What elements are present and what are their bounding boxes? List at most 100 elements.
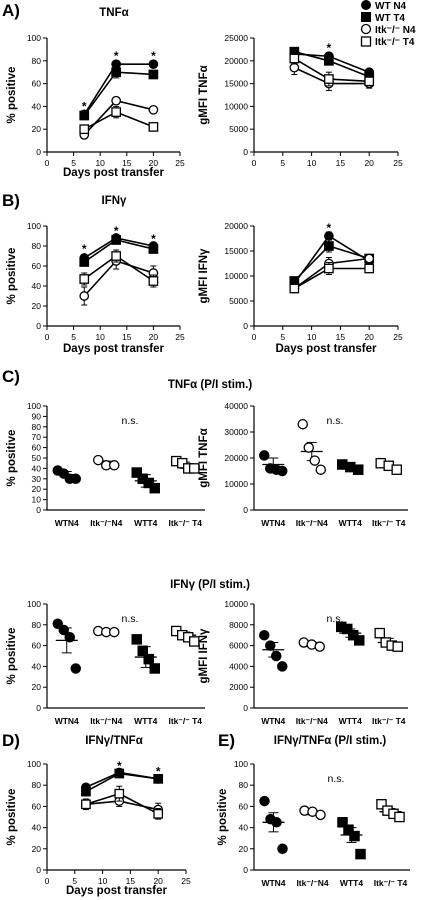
data-point [270,650,282,662]
group-4 [170,625,200,647]
x-tick-label: 5 [71,158,76,168]
data-point [52,618,64,630]
significance-star: * [82,242,87,256]
x-category-label: WTT4 [340,878,363,888]
data-point [337,817,348,828]
x-tick-label: 20 [149,158,159,168]
y-tick-label: 0 [36,703,41,713]
series-4 [289,52,375,87]
data-point [324,55,334,66]
y-tick-label: 20 [32,844,42,854]
x-category-label: Itk⁻/⁻ T4 [168,518,202,528]
x-category-label: WTT4 [339,716,362,726]
y-tick-label: 0 [243,505,248,515]
y-axis-label: % positive [6,248,18,305]
data-point [111,107,122,117]
data-point [111,235,122,245]
group-2 [298,637,325,652]
series-line [83,260,154,297]
group-1 [259,795,288,855]
group-3 [337,817,366,860]
chart-c4: 0 2000 4000 6000 8000 10000 gMFI IFNγ WTN4 Itk⁻/… [198,599,408,726]
data-point [188,636,200,647]
y-tick-label: 0 [36,321,41,331]
chart-title: TNFα (P/I stim.) [168,379,253,391]
y-tick-label: 30000 [224,427,248,437]
y-tick-label: 40 [32,281,42,291]
x-tick-label: 0 [45,876,50,886]
y-axis-label: gMFI IFNγ [198,628,210,684]
data-point [93,454,104,466]
y-tick-label: 15000 [224,79,248,89]
ns-annotation: n.s. [327,415,344,427]
y-tick-label: 20000 [224,453,248,463]
x-tick-label: 20 [149,332,159,342]
data-point [79,274,90,284]
group-2 [93,454,120,471]
data-point [289,53,300,64]
panel-label-b: B) [2,191,20,210]
y-tick-label: 80 [32,241,42,251]
series-4 [79,249,159,288]
x-tick-label: 20 [153,876,163,886]
data-point [79,124,90,135]
y-tick-label: 2000 [229,682,248,692]
data-point [264,640,276,651]
x-tick-label: 25 [393,332,403,342]
x-tick-label: 10 [307,332,317,342]
data-point [114,768,125,779]
x-tick-label: 25 [175,332,185,342]
x-tick-label: 5 [280,332,285,342]
data-point [364,263,375,274]
data-point [81,799,91,810]
significance-star: * [151,232,156,246]
y-tick-label: 4000 [229,661,248,671]
group-4 [170,455,200,474]
y-tick-label: 6000 [229,641,248,651]
data-point [148,69,159,80]
series-3 [81,795,164,817]
x-category-label: Itk⁻/⁻N4 [296,716,328,726]
x-tick-label: 10 [98,876,108,886]
panel-label-d: D) [2,731,20,750]
data-point [315,809,326,821]
data-point [271,817,282,828]
group-3 [131,467,160,494]
data-point [352,464,364,475]
data-point [79,291,90,301]
chart-e1: IFNγ/TNFα (P/I stim.) 0 20 40 60 80 100 % posit… [217,735,410,888]
data-point [109,460,120,471]
chart-title: IFNγ/TNFα (P/I stim.) [274,735,387,747]
data-point [324,74,334,84]
data-point [364,253,375,264]
significance-star: * [156,764,161,778]
y-tick-label: 100 [234,759,248,769]
group-1 [258,450,288,477]
data-point [276,465,288,477]
y-tick-label: 60 [239,801,249,811]
data-point [392,641,403,652]
x-tick-label: 10 [95,158,105,168]
x-tick-label: 5 [72,876,77,886]
panel-label-a: A) [2,1,20,20]
y-tick-label: 60 [32,261,42,271]
x-tick-label: 5 [280,158,285,168]
x-tick-label: 0 [252,332,257,342]
y-tick-label: 40000 [224,401,248,411]
data-point [70,473,82,485]
x-tick-label: 10 [307,158,317,168]
data-point [58,624,70,636]
y-tick-label: 20 [32,124,42,134]
ns-annotation: n.s. [122,415,139,427]
y-tick-label: 10 [32,495,42,505]
y-axis-label: gMFI IFNγ [198,248,210,304]
x-category-label: Itk⁻/⁻N4 [90,716,122,726]
data-point [148,59,159,70]
chart-b1: IFNγ 0 20 40 60 80 100 % positive 0 5 10 15 20 25 Days… [6,195,185,355]
y-tick-label: 0 [36,505,41,515]
ns-annotation: n.s. [327,613,344,625]
x-tick-label: 25 [181,876,191,886]
x-tick-label: 10 [95,332,105,342]
data-point [297,418,308,430]
